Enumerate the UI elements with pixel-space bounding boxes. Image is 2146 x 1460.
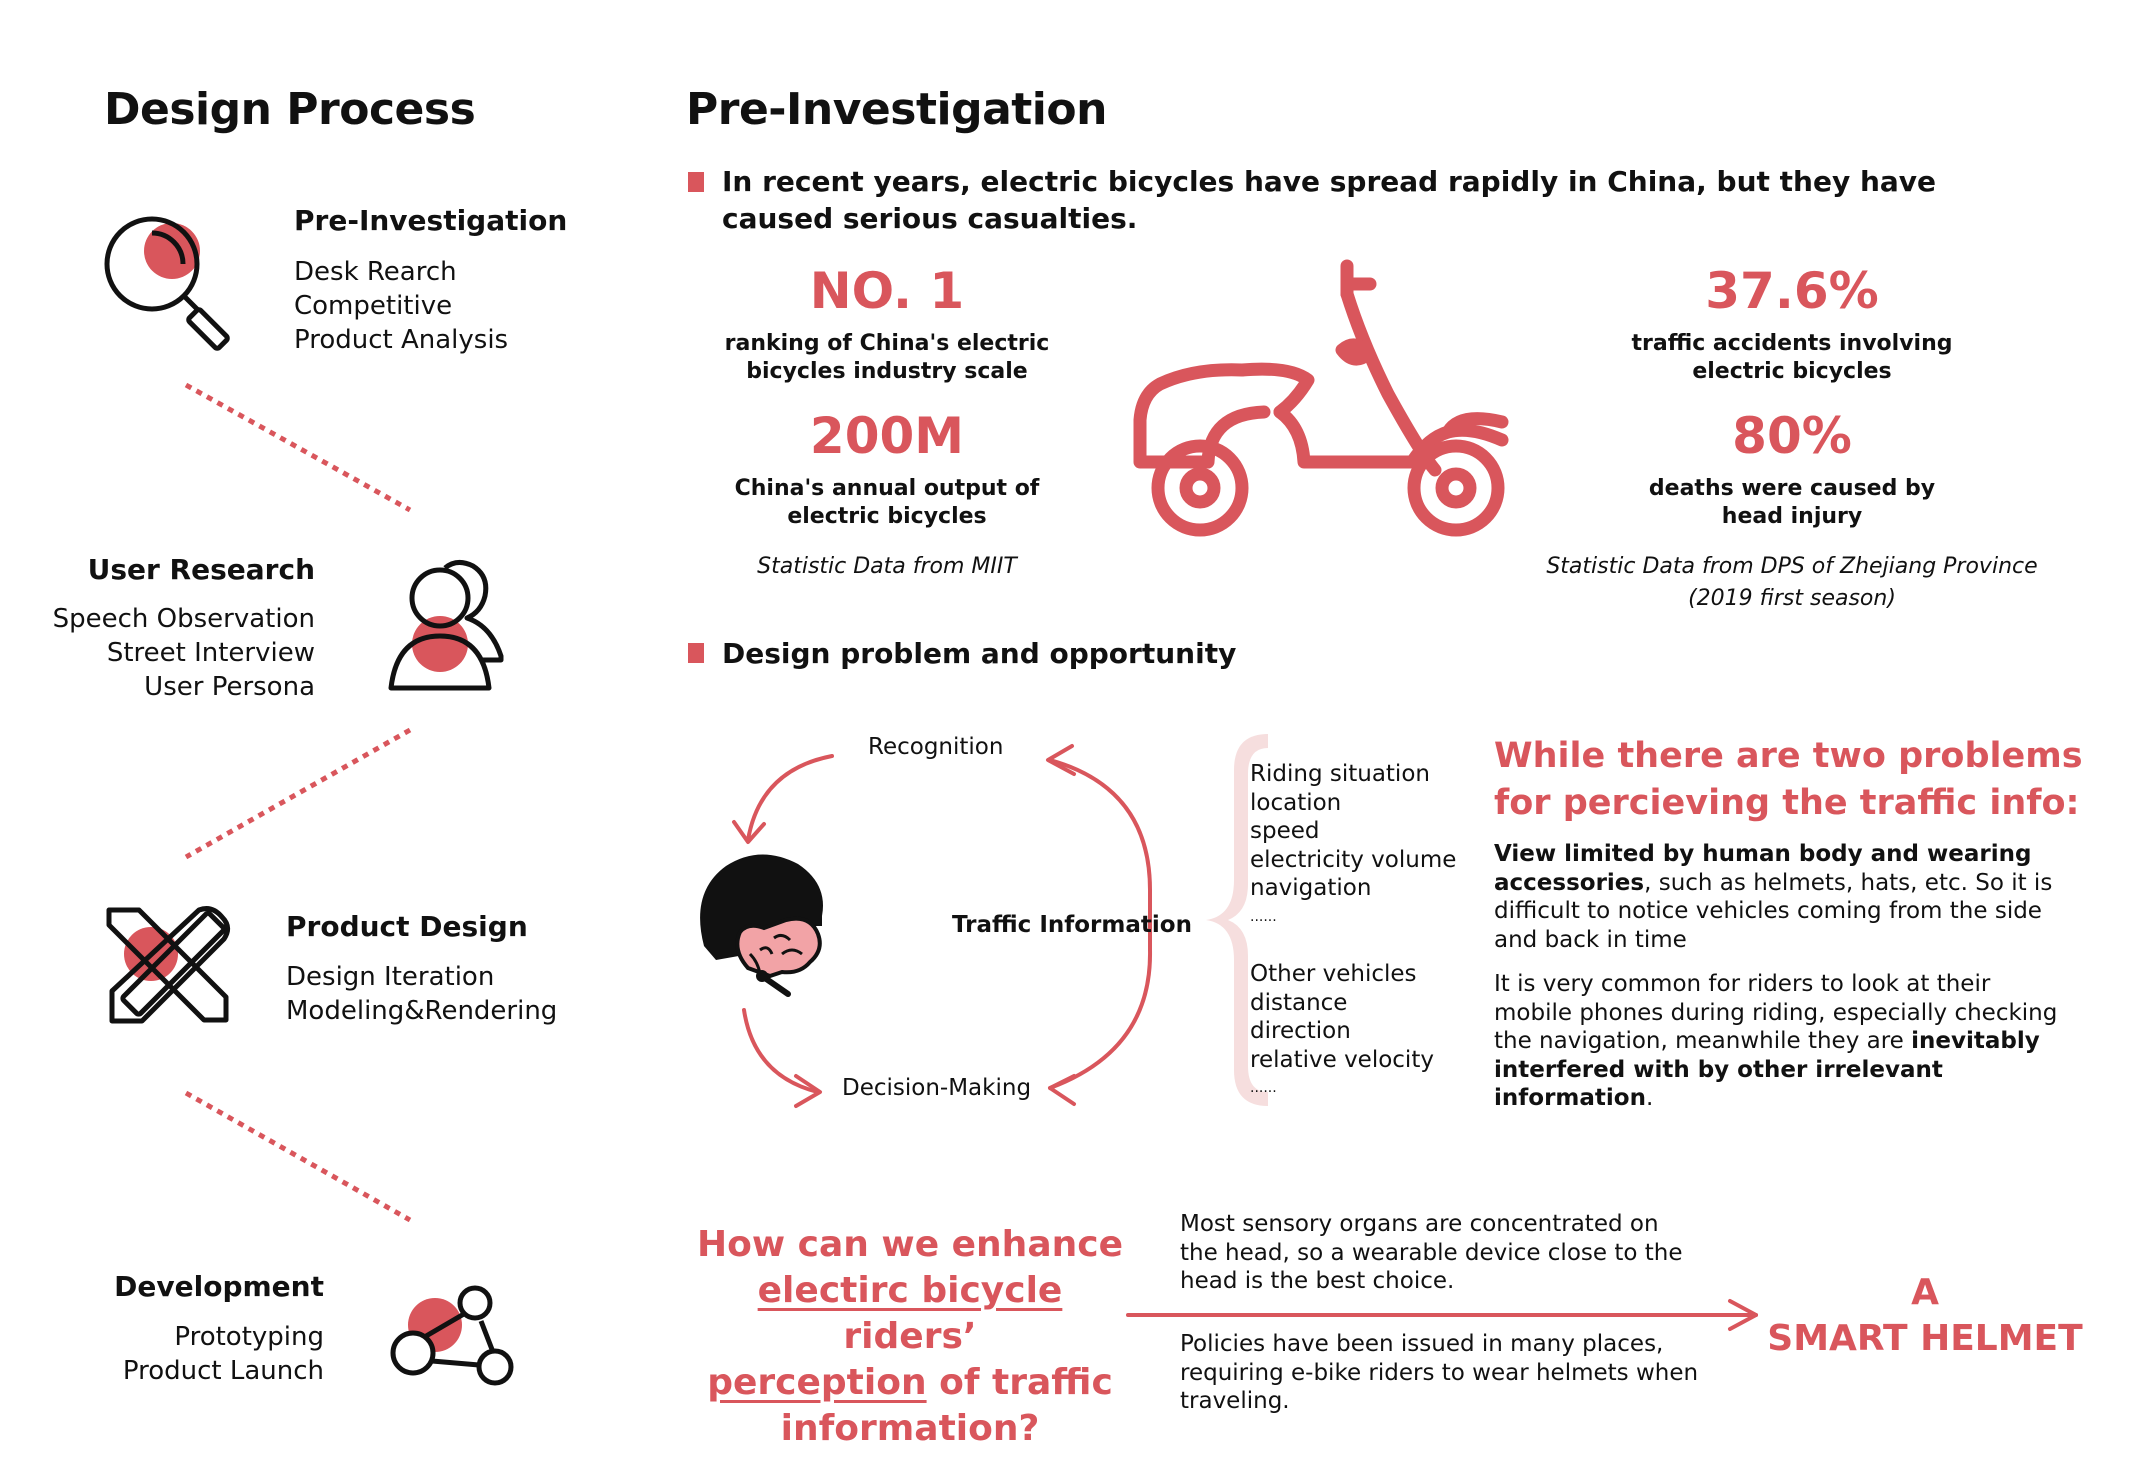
step-item: Speech Observation xyxy=(52,604,315,634)
dotted-connector xyxy=(184,382,412,513)
stat-label: deaths were caused by head injury xyxy=(1648,476,1936,529)
step-item: User Persona xyxy=(144,672,315,702)
vehicle-item: direction xyxy=(1250,1018,1351,1044)
intro-text: In recent years, electric bicycles have … xyxy=(722,165,1937,235)
dotted-connector xyxy=(184,727,412,860)
cycle-label-decision: Decision-Making xyxy=(842,1075,1032,1101)
cycle-label-recognition: Recognition xyxy=(868,734,1004,760)
reason-text: Policies have been issued in many places… xyxy=(1180,1331,1699,1414)
bullet-marker xyxy=(688,172,704,192)
magnifier-icon xyxy=(104,216,230,351)
stat-value: 80% xyxy=(1732,407,1852,465)
vehicle-item: relative velocity xyxy=(1250,1046,1434,1073)
pencil-ruler-icon xyxy=(106,906,230,1024)
source-note: Statistic Data from MIIT xyxy=(757,554,1017,579)
page-title: Pre-Investigation xyxy=(686,84,1107,135)
network-icon xyxy=(390,1285,514,1386)
riding-item: ...... xyxy=(1250,908,1277,925)
stat-value: 200M xyxy=(809,407,965,465)
stat-value: NO. 1 xyxy=(809,262,965,320)
cycle-arrows xyxy=(732,744,1153,1108)
step-title-pre-investigation: Pre-Investigation xyxy=(294,204,568,237)
design-process-title: Design Process xyxy=(104,84,476,135)
step-item: Product Analysis xyxy=(294,325,509,355)
answer-arrow xyxy=(1126,1299,1758,1331)
problem-paragraph-2: It is very common for riders to look at … xyxy=(1494,971,2058,1111)
step-title-product-design: Product Design xyxy=(286,910,528,943)
brace xyxy=(1206,734,1268,1106)
problem-title: While there are two problems for perciev… xyxy=(1494,736,2083,823)
stat-label: China's annual output of electric bicycl… xyxy=(734,476,1040,529)
step-item: Street Interview xyxy=(106,638,315,668)
stat-value: 37.6% xyxy=(1705,262,1879,320)
vehicles-list: Other vehicles distance direction relati… xyxy=(1250,960,1434,1103)
bullet-marker xyxy=(688,643,704,663)
answer-text: A SMART HELMET xyxy=(1767,1272,2083,1359)
question-text: How can we enhance electirc bicycle ride… xyxy=(696,1224,1123,1449)
riding-item: speed xyxy=(1250,818,1320,844)
riding-item: navigation xyxy=(1250,875,1372,901)
step-item: Competitive xyxy=(294,291,453,321)
source-note: (2019 first season) xyxy=(1688,586,1896,611)
source-note: Statistic Data from DPS of Zhejiang Prov… xyxy=(1546,554,2038,579)
step-item: Product Launch xyxy=(122,1356,324,1386)
vehicle-item: ...... xyxy=(1250,1080,1277,1096)
vehicle-item: distance xyxy=(1250,989,1348,1016)
dotted-connector xyxy=(184,1090,412,1223)
step-item: Design Iteration xyxy=(286,962,495,992)
step-item: Modeling&Rendering xyxy=(286,996,558,1026)
cycle-label-center: Traffic Information xyxy=(952,912,1192,938)
stat-label: ranking of China's electric bicycles ind… xyxy=(724,331,1050,384)
section-heading: Design problem and opportunity xyxy=(722,637,1237,670)
rider-head-icon xyxy=(700,854,823,997)
scooter-icon xyxy=(1133,259,1509,537)
step-title-user-research: User Research xyxy=(87,553,315,586)
users-icon xyxy=(388,560,504,691)
reason-text: Most sensory organs are concentrated on … xyxy=(1180,1211,1683,1294)
riding-item: electricity volume xyxy=(1250,846,1457,873)
riding-item: location xyxy=(1250,789,1342,816)
step-item: Prototyping xyxy=(174,1322,324,1352)
problem-paragraph-1: View limited by human body and wearing a… xyxy=(1494,841,2053,953)
stat-label: traffic accidents involving electric bic… xyxy=(1631,331,1953,384)
vehicle-item: Other vehicles xyxy=(1250,961,1417,987)
riding-item: Riding situation xyxy=(1250,761,1430,787)
step-item: Desk Rearch xyxy=(294,257,457,287)
riding-list: Riding situation location speed electric… xyxy=(1250,760,1456,931)
step-title-development: Development xyxy=(114,1270,324,1303)
